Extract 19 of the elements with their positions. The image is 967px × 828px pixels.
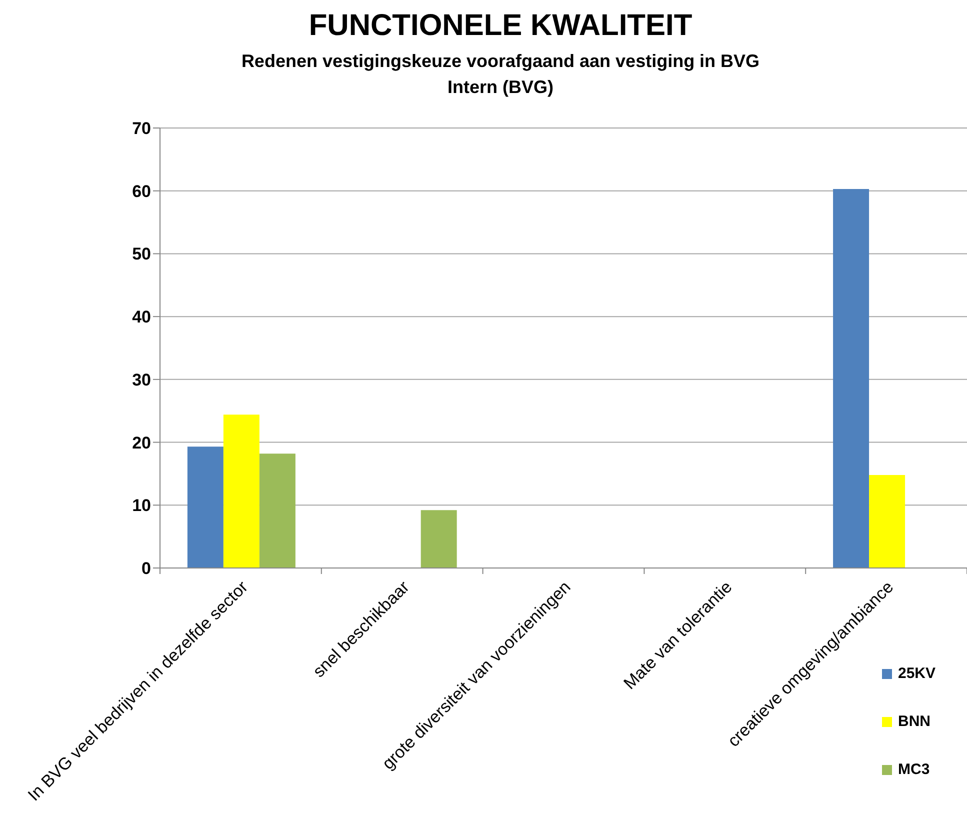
bar: [833, 188, 870, 568]
chart-subtitle: Redenen vestigingskeuze voorafgaand aan vestiging in BVG Intern (BVG): [240, 50, 761, 98]
legend-label: MC3: [898, 760, 930, 780]
chart-title: FUNCTIONELE KWALITEIT: [308, 8, 694, 44]
y-tick-label: 20: [132, 433, 151, 452]
legend-label: BNN: [898, 712, 930, 732]
y-tick-label: 0: [142, 559, 151, 578]
y-tick-label: 40: [132, 308, 151, 327]
legend-label: 25KV: [898, 664, 936, 684]
y-tick-label: 30: [132, 370, 151, 390]
y-tick-label: 50: [132, 244, 151, 264]
bar: [869, 474, 906, 568]
y-tick-label: 60: [132, 182, 151, 201]
bar: [259, 454, 296, 568]
y-tick-label: 70: [132, 119, 151, 138]
bar: [223, 414, 260, 568]
y-tick-label: 10: [132, 496, 151, 516]
bar: [420, 510, 457, 568]
bar: [187, 446, 224, 568]
